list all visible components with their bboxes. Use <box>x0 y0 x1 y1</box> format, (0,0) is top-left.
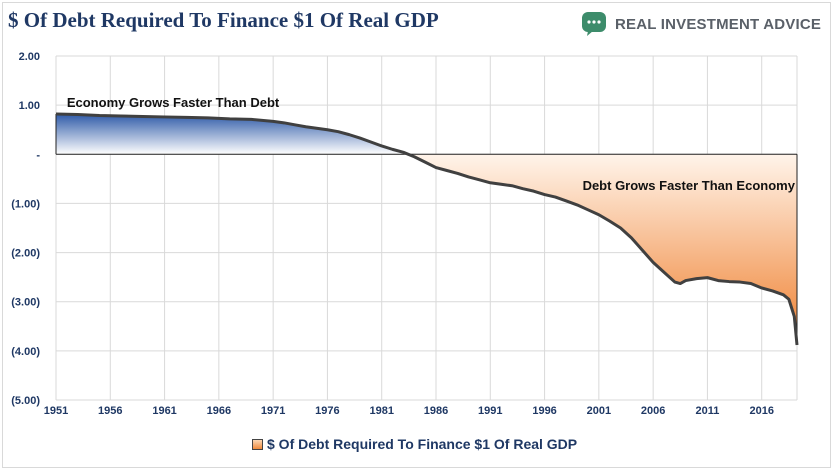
x-tick-label: 2016 <box>749 405 773 417</box>
annotations: Economy Grows Faster Than Debt Debt Grows… <box>67 95 796 193</box>
y-tick-label: 1.00 <box>19 100 40 112</box>
series-lines <box>55 112 799 346</box>
y-tick-label: (5.00) <box>11 395 40 407</box>
area-fills <box>56 113 797 345</box>
y-tick-label: 2.00 <box>19 51 40 63</box>
y-tick-label: (2.00) <box>11 248 40 260</box>
series-line <box>55 112 799 346</box>
chart-bubble-icon <box>582 12 606 36</box>
x-tick-label: 1971 <box>261 405 285 417</box>
x-tick-label: 1981 <box>369 405 393 417</box>
y-tick-label: (4.00) <box>11 346 40 358</box>
x-axis-ticks: 1951 1956 1961 1966 1971 1976 1981 1986 1991 1996… <box>44 405 774 417</box>
x-tick-label: 1966 <box>207 405 231 417</box>
positive-area <box>56 113 409 155</box>
y-tick-label: (1.00) <box>11 198 40 210</box>
x-tick-label: 1991 <box>478 405 502 417</box>
legend-label: $ Of Debt Required To Finance $1 Of Real… <box>267 436 578 452</box>
x-tick-label: 2001 <box>587 405 611 417</box>
y-tick-label: - <box>36 149 40 161</box>
x-tick-label: 2011 <box>695 405 719 417</box>
x-tick-label: 1976 <box>315 405 339 417</box>
chart-title: $ Of Debt Required To Finance $1 Of Real… <box>8 8 439 32</box>
brand-logo: REAL INVESTMENT ADVICE <box>581 10 821 38</box>
legend: $ Of Debt Required To Finance $1 Of Real… <box>252 436 577 452</box>
x-tick-label: 2006 <box>641 405 665 417</box>
chart-annotation: Debt Grows Faster Than Economy <box>583 178 796 193</box>
y-axis-ticks: 2.00 1.00 - (1.00) (2.00) (3.00) (4.00) (5.00) <box>11 51 40 407</box>
x-tick-label: 1951 <box>44 405 68 417</box>
x-tick-label: 1961 <box>152 405 176 417</box>
x-tick-label: 1986 <box>424 405 448 417</box>
brand-name: REAL INVESTMENT ADVICE <box>615 15 822 33</box>
y-tick-label: (3.00) <box>11 297 40 309</box>
x-tick-label: 1956 <box>98 405 122 417</box>
x-tick-label: 1996 <box>532 405 556 417</box>
negative-area <box>56 154 797 345</box>
orange-square-icon <box>252 438 263 450</box>
chart-annotation: Economy Grows Faster Than Debt <box>67 95 280 110</box>
